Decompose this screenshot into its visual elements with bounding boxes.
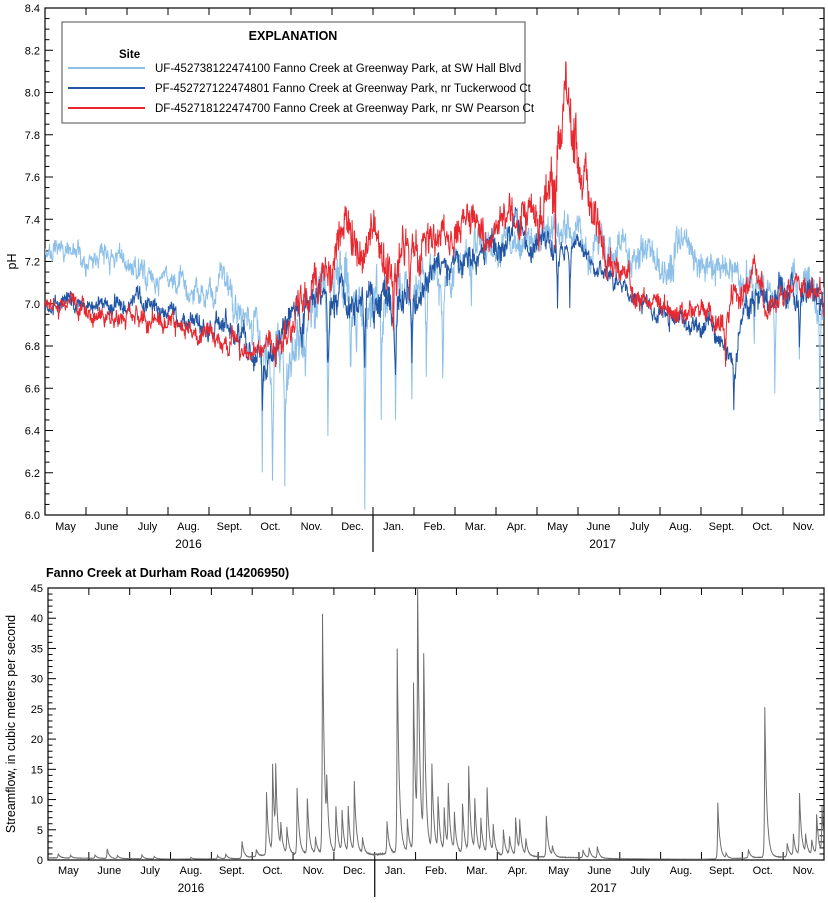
month-label: June — [95, 521, 119, 533]
y-tick-label: 8.0 — [25, 88, 40, 100]
month-label: Apr. — [507, 521, 527, 533]
y-tick-label: 15 — [31, 764, 43, 776]
month-label: Apr. — [508, 865, 528, 877]
month-label: Jan. — [383, 521, 404, 533]
month-label: Oct. — [753, 865, 773, 877]
month-label: Nov. — [301, 521, 323, 533]
y-tick-label: 7.8 — [25, 130, 40, 142]
month-label: Aug. — [669, 521, 692, 533]
month-label: May — [548, 865, 569, 877]
y-axis-title: pH — [5, 254, 19, 270]
legend-item-label: PF-452727122474801 Fanno Creek at Greenw… — [155, 83, 532, 95]
y-tick-label: 6.8 — [25, 341, 40, 353]
month-label: July — [630, 521, 650, 533]
legend-border — [61, 21, 526, 124]
streamflow-chart-title: Fanno Creek at Durham Road (14206950) — [46, 566, 290, 580]
y-tick-label: 0 — [37, 855, 43, 867]
year-label: 2017 — [590, 881, 617, 895]
ph-series-PF-452727122474801 — [45, 207, 824, 411]
month-label: Mar. — [465, 521, 486, 533]
month-label: Feb. — [425, 865, 447, 877]
month-label: Aug. — [180, 865, 203, 877]
month-label: June — [587, 521, 611, 533]
month-label: Sept. — [217, 521, 243, 533]
year-label: 2016 — [175, 537, 202, 551]
month-label: July — [140, 865, 160, 877]
month-label: Jan. — [385, 865, 406, 877]
ph-series-group — [45, 61, 824, 510]
y-tick-label: 7.0 — [25, 299, 40, 311]
month-label: May — [55, 521, 76, 533]
y-tick-label: 7.6 — [25, 172, 40, 184]
y-tick-label: 6.4 — [25, 426, 40, 438]
ph-series-UF-452738122474100 — [45, 210, 824, 510]
month-label: June — [97, 865, 121, 877]
month-label: July — [630, 865, 650, 877]
month-label: Aug. — [177, 521, 200, 533]
y-axis-title: Streamflow, in cubic meters per second — [4, 615, 18, 833]
streamflow-series-line — [48, 588, 824, 860]
y-tick-label: 8.4 — [25, 3, 40, 15]
legend-title: EXPLANATION — [249, 29, 338, 43]
y-tick-label: 45 — [31, 583, 43, 595]
y-tick-label: 5 — [37, 825, 43, 837]
y-tick-label: 25 — [31, 704, 43, 716]
y-tick-label: 7.2 — [25, 257, 40, 269]
y-tick-label: 6.0 — [25, 510, 40, 522]
month-label: June — [587, 865, 611, 877]
month-label: May — [547, 521, 568, 533]
y-tick-label: 8.2 — [25, 45, 40, 57]
y-tick-label: 7.4 — [25, 214, 40, 226]
month-label: Nov. — [793, 865, 815, 877]
ph-chart: May June July Aug. Sept. Oct. Nov. Dec. Jan. Feb.… — [5, 3, 825, 552]
month-label: Sept. — [219, 865, 245, 877]
month-label: July — [138, 521, 158, 533]
month-label: Nov. — [793, 521, 815, 533]
month-label: Dec. — [341, 521, 364, 533]
month-label: Dec. — [343, 865, 366, 877]
streamflow-chart: May June July Aug. Sept. Oct. Nov. Dec. Jan. Feb.… — [4, 583, 825, 897]
month-label: Nov. — [303, 865, 325, 877]
y-tick-label: 30 — [31, 674, 43, 686]
month-label: Feb. — [423, 521, 445, 533]
year-label: 2017 — [589, 537, 616, 551]
month-label: Oct. — [260, 521, 280, 533]
month-label: May — [58, 865, 79, 877]
month-label: Sept. — [709, 521, 735, 533]
month-label: Oct. — [752, 521, 772, 533]
ph-series-DF-452718122474700 — [45, 61, 824, 368]
y-tick-label: 10 — [31, 795, 43, 807]
legend-box: EXPLANATION Site UF-452738122474100 Fanno … — [61, 21, 535, 124]
y-tick-label: 6.6 — [25, 383, 40, 395]
legend-subtitle: Site — [119, 49, 140, 61]
y-tick-label: 6.2 — [25, 468, 40, 480]
y-tick-label: 35 — [31, 643, 43, 655]
plot-frame — [47, 587, 825, 861]
month-label: Aug. — [670, 865, 693, 877]
y-tick-label: 20 — [31, 734, 43, 746]
month-label: Oct. — [263, 865, 283, 877]
year-label: 2016 — [178, 881, 205, 895]
legend-item-label: UF-452738122474100 Fanno Creek at Greenw… — [155, 63, 521, 75]
legend-item-label: DF-452718122474700 Fanno Creek at Greenw… — [155, 103, 535, 115]
y-tick-label: 40 — [31, 613, 43, 625]
month-label: Sept. — [709, 865, 735, 877]
month-label: Mar. — [466, 865, 487, 877]
